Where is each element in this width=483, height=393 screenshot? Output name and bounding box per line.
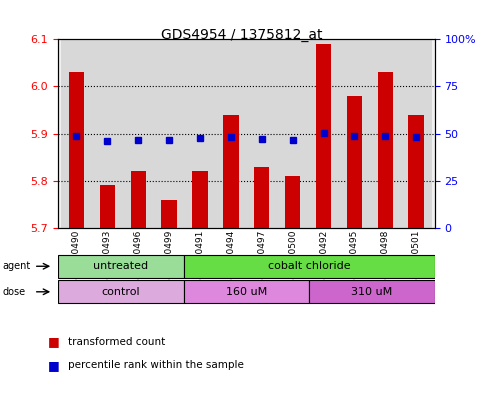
Text: ■: ■ xyxy=(48,359,60,372)
Bar xyxy=(277,39,308,228)
FancyBboxPatch shape xyxy=(58,280,184,303)
Bar xyxy=(99,185,115,228)
Text: dose: dose xyxy=(2,286,26,297)
Bar xyxy=(123,39,154,228)
Bar xyxy=(161,200,177,228)
Text: control: control xyxy=(101,287,140,297)
Bar xyxy=(285,176,300,228)
FancyBboxPatch shape xyxy=(58,255,184,278)
Bar xyxy=(192,171,208,228)
Text: transformed count: transformed count xyxy=(68,337,165,347)
FancyBboxPatch shape xyxy=(184,280,309,303)
Text: 160 uM: 160 uM xyxy=(226,287,267,297)
Text: cobalt chloride: cobalt chloride xyxy=(268,261,351,271)
Text: agent: agent xyxy=(2,261,30,271)
Bar xyxy=(223,115,239,228)
Bar xyxy=(130,171,146,228)
Bar xyxy=(69,72,84,228)
Bar xyxy=(61,39,92,228)
Text: ■: ■ xyxy=(48,335,60,349)
Bar xyxy=(254,167,270,228)
Bar xyxy=(215,39,246,228)
Bar xyxy=(316,44,331,228)
FancyBboxPatch shape xyxy=(309,280,435,303)
Text: untreated: untreated xyxy=(93,261,148,271)
Bar xyxy=(409,115,424,228)
Bar xyxy=(339,39,370,228)
FancyBboxPatch shape xyxy=(184,255,435,278)
Bar xyxy=(401,39,432,228)
Bar xyxy=(246,39,277,228)
Bar xyxy=(185,39,215,228)
Bar xyxy=(378,72,393,228)
Text: GDS4954 / 1375812_at: GDS4954 / 1375812_at xyxy=(161,28,322,42)
Text: percentile rank within the sample: percentile rank within the sample xyxy=(68,360,243,371)
Bar xyxy=(347,96,362,228)
Bar xyxy=(154,39,185,228)
Text: 310 uM: 310 uM xyxy=(351,287,393,297)
Bar xyxy=(92,39,123,228)
Bar xyxy=(370,39,401,228)
Bar xyxy=(308,39,339,228)
